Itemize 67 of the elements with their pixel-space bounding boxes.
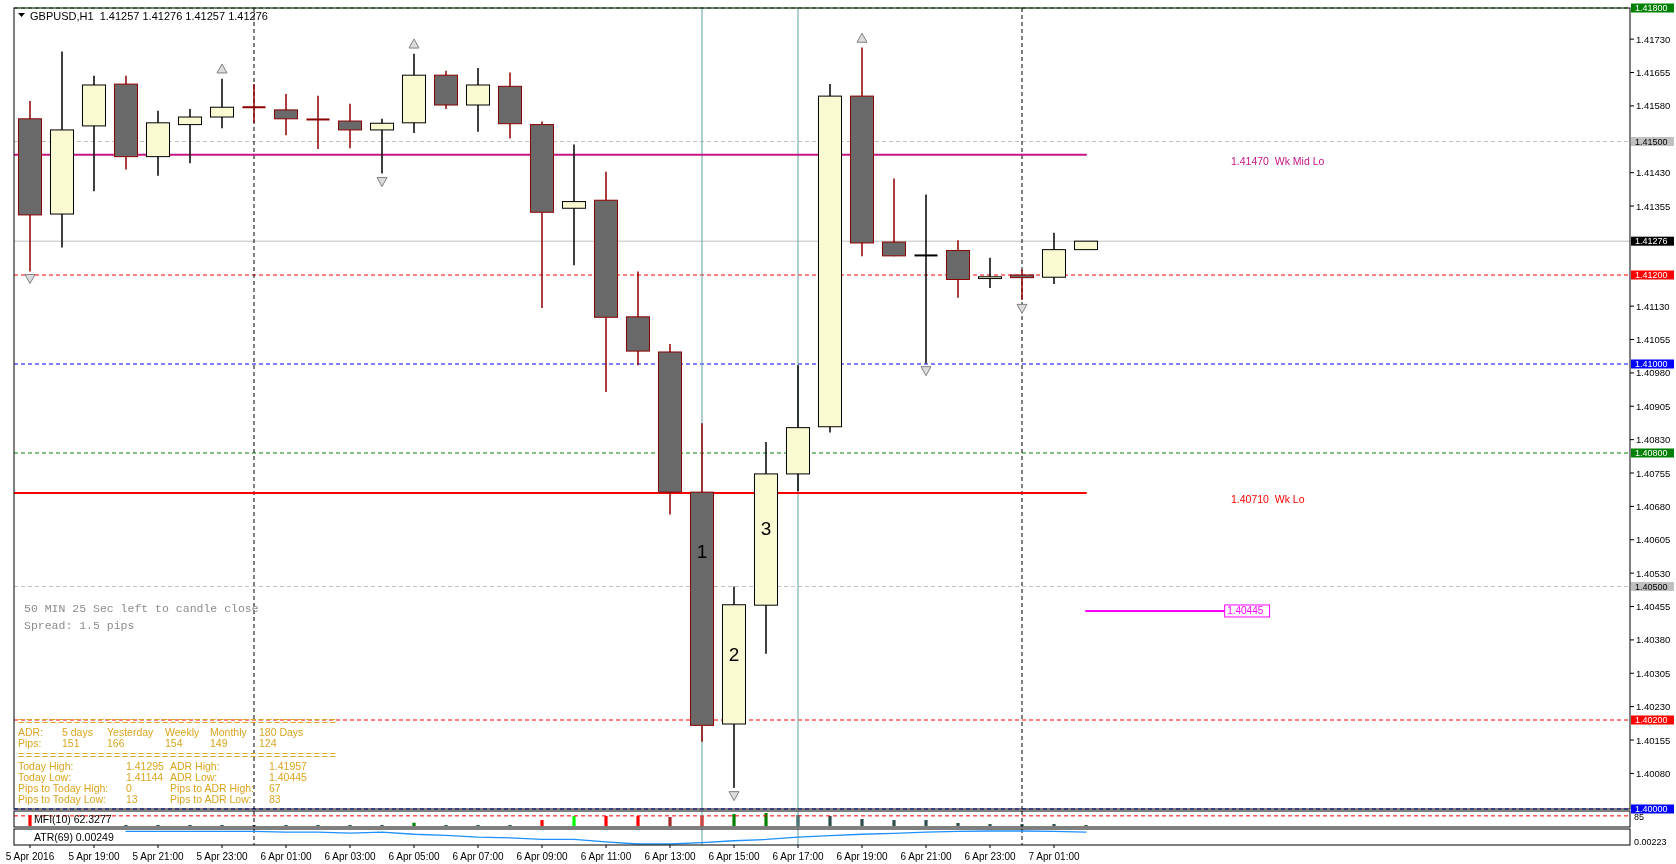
annotation: Spread: 1.5 pips [24,618,135,632]
chart-title: ATR(69) 0.00249 [34,831,114,843]
x-tick-label: 6 Apr 21:00 [900,850,953,862]
x-tick-label: 6 Apr 13:00 [644,850,697,862]
annotation: 2 [728,644,740,666]
x-tick-label: 6 Apr 05:00 [388,850,441,862]
ref-line-label: 1.40500 [1635,581,1668,592]
y-tick-label: 1.41430 [1636,167,1671,179]
y-tick-label: 1.40530 [1636,567,1671,579]
x-tick-label: 6 Apr 15:00 [708,850,761,862]
y-tick-label: 1.40605 [1636,534,1671,546]
ref-line-label: 1.40200 [1635,715,1668,725]
y-tick-label: 1.40680 [1636,500,1671,512]
annotation: 3 [760,518,772,540]
y-tick-label: 1.41355 [1636,200,1671,212]
x-tick-label: 6 Apr 17:00 [772,850,825,862]
text: 1.41470 Wk Mid Lo [1231,154,1325,167]
x-tick-label: 5 Apr 21:00 [132,850,185,862]
y-tick-label: 1.41055 [1636,334,1671,346]
y-tick-label: 1.41655 [1636,67,1671,79]
ref-line-label: 1.41000 [1635,359,1668,369]
y-tick-label: 1.41730 [1636,33,1671,45]
ref-line-label: 1.41276 [1635,236,1668,247]
annotation: ======================================== [18,748,336,761]
y-tick-label: 1.40755 [1636,467,1671,479]
text: 0.00223 [1634,837,1667,847]
text: Today Low: 1.41144 ADR Low: 1.40445 [18,771,307,783]
y-tick-label: 1.41580 [1636,100,1671,112]
ref-line-label: 1.40800 [1635,448,1668,458]
y-tick-label: 1.40380 [1636,634,1671,646]
text: ADR: 5 days Yesterday Weekly Monthly 180 Days [18,726,304,739]
y-tick-label: 1.40305 [1636,667,1671,679]
text: Pips to Today High: 0 Pips to ADR High: 67 [18,782,281,795]
text: Pips: 151 166 154 149 124 [18,737,277,750]
x-tick-label: 6 Apr 03:00 [324,850,377,862]
chart-title: GBPUSD,H1 1.41257 1.41276 1.41257 1.41276 [30,10,268,22]
text: 85 [1634,812,1645,822]
annotation: 1 [696,540,708,562]
x-tick-label: 6 Apr 19:00 [836,850,889,862]
x-tick-label: 6 Apr 09:00 [516,850,569,862]
annotation: 50 MIN 25 Sec left to candle close [24,601,259,615]
x-tick-label: 7 Apr 01:00 [1028,850,1081,862]
x-tick-label: 5 Apr 23:00 [196,850,249,862]
x-tick-label: 5 Apr 19:00 [68,850,121,862]
ref-line-label: 1.41200 [1635,270,1668,280]
y-tick-label: 1.40230 [1636,701,1671,713]
y-tick-label: 1.41130 [1636,300,1670,312]
ref-line-label: 1.41500 [1635,136,1668,147]
y-tick-label: 1.40080 [1636,767,1671,779]
annotation: ======================================== [18,715,336,727]
y-tick-label: 1.40905 [1636,400,1671,412]
y-tick-label: 1.40830 [1636,434,1671,446]
y-tick-label: 1.40155 [1636,734,1671,746]
y-tick-label: 1.40980 [1636,367,1671,379]
x-tick-label: 6 Apr 01:00 [260,850,313,862]
chart-title: MFI(10) 62.3277 [34,813,112,825]
x-tick-label: 6 Apr 07:00 [452,850,505,862]
ref-line-label: 1.40000 [1635,804,1668,814]
y-tick-label: 1.40455 [1636,601,1671,613]
x-tick-label: 5 Apr 2016 [5,850,55,862]
x-tick-label: 6 Apr 23:00 [964,850,1017,862]
text: Today High: 1.41295 ADR High: 1.41957 [18,759,307,772]
data-label: 1.40445 [1227,605,1264,617]
text: Pips to Today Low: 13 Pips to ADR Low: 83 [18,793,281,806]
x-tick-label: 6 Apr 11:00 [580,850,632,862]
text: 1.40710 Wk Lo [1231,493,1305,506]
ref-line-label: 1.41800 [1635,3,1668,13]
